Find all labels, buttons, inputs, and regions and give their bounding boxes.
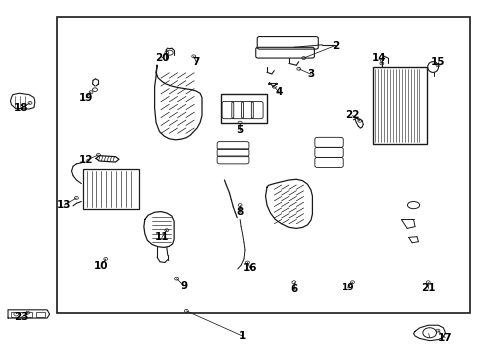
Bar <box>83 169 139 209</box>
Text: 13: 13 <box>57 200 72 210</box>
Bar <box>220 94 267 123</box>
Text: 19: 19 <box>79 93 94 103</box>
Text: 19: 19 <box>342 283 354 292</box>
Bar <box>373 67 427 144</box>
Text: 8: 8 <box>237 207 244 217</box>
Text: 9: 9 <box>180 281 188 291</box>
Text: 7: 7 <box>193 57 200 67</box>
Text: 22: 22 <box>345 111 360 121</box>
Text: 1: 1 <box>239 331 246 341</box>
Text: 6: 6 <box>290 284 297 294</box>
Text: 16: 16 <box>243 263 257 273</box>
Text: 17: 17 <box>438 333 453 343</box>
Text: 4: 4 <box>275 87 283 97</box>
Text: 23: 23 <box>14 312 29 322</box>
Text: 18: 18 <box>14 103 28 113</box>
Text: 12: 12 <box>79 155 94 165</box>
Text: 20: 20 <box>155 53 169 63</box>
Text: 15: 15 <box>431 57 445 67</box>
Bar <box>57 17 470 313</box>
Text: 14: 14 <box>372 53 387 63</box>
Text: 5: 5 <box>237 125 244 135</box>
Text: 10: 10 <box>94 261 108 271</box>
Bar <box>11 312 32 317</box>
Text: 11: 11 <box>155 232 169 242</box>
Text: 3: 3 <box>307 69 315 79</box>
Text: 2: 2 <box>332 41 339 50</box>
Bar <box>36 312 45 317</box>
Text: 21: 21 <box>421 283 436 293</box>
